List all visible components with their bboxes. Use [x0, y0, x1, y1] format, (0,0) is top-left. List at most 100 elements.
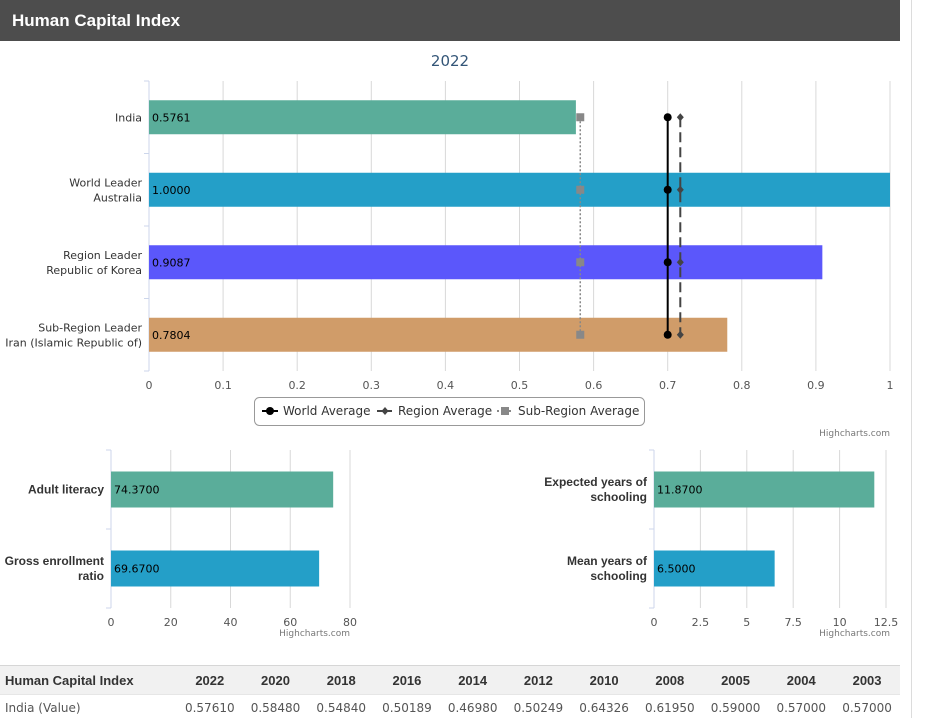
x-tick-label: 0.3: [363, 379, 381, 392]
table-header-year: 2018: [308, 666, 374, 695]
reference-marker: [576, 186, 584, 194]
table-header-year: 2014: [440, 666, 506, 695]
chart-title: 2022: [431, 52, 469, 70]
x-tick-label: 1: [887, 379, 894, 392]
x-tick-label: 0: [108, 616, 115, 629]
reference-marker: [677, 113, 684, 121]
category-label: Australia: [93, 191, 142, 204]
category-label: Republic of Korea: [46, 264, 142, 277]
legend-item[interactable]: Sub-Region Average: [497, 404, 639, 418]
table-header-label: Human Capital Index: [0, 666, 177, 695]
x-tick-label: 0.4: [437, 379, 455, 392]
category-label: schooling: [590, 569, 647, 583]
x-tick-label: 10: [833, 616, 847, 629]
education-left-chart: 0 20 40 60 80 74.3700 Adult literacy 69.6700 Gro…: [0, 445, 360, 645]
category-label: Adult literacy: [28, 483, 104, 497]
category-label: Gross enrollment: [5, 554, 104, 568]
bar-value-label: 11.8700: [657, 484, 703, 497]
x-tick-label: 0.2: [288, 379, 306, 392]
table-cell: 0.61950: [637, 695, 703, 721]
reference-marker: [664, 331, 672, 339]
bar-value-label: 0.7804: [152, 329, 191, 342]
category-label: Mean years of: [567, 554, 648, 568]
bar-value-label: 0.9087: [152, 256, 191, 269]
table-header-year: 2004: [768, 666, 834, 695]
bar-value-label: 69.6700: [114, 563, 160, 576]
reference-marker: [576, 331, 584, 339]
legend-label: Sub-Region Average: [518, 404, 639, 418]
x-tick-label: 20: [164, 616, 178, 629]
chart-legend: World Average Region Average Sub-Region Av…: [255, 398, 645, 426]
category-label: India: [115, 111, 142, 124]
x-tick-label: 80: [343, 616, 357, 629]
page-title: Human Capital Index: [12, 11, 180, 30]
page-header: Human Capital Index: [0, 0, 900, 41]
table-cell: 0.57610: [177, 695, 243, 721]
x-tick-label: 5: [743, 616, 750, 629]
highcharts-credit: Highcharts.com: [279, 629, 350, 639]
table-header-year: 2012: [506, 666, 572, 695]
category-label: World Leader: [69, 176, 142, 189]
table-cell: 0.50189: [374, 695, 440, 721]
table-header-year: 2022: [177, 666, 243, 695]
x-tick-label: 0.5: [511, 379, 529, 392]
table-cell: 0.58480: [243, 695, 309, 721]
table-header-year: 2008: [637, 666, 703, 695]
x-tick-label: 0.8: [733, 379, 751, 392]
table-header-year: 2016: [374, 666, 440, 695]
x-tick-label: 0.6: [585, 379, 603, 392]
bar: [149, 318, 727, 352]
table-row-label: India (Value): [0, 695, 177, 721]
bar: [149, 100, 576, 134]
x-tick-label: 0.1: [214, 379, 232, 392]
legend-label: World Average: [283, 404, 370, 418]
category-label: Sub-Region Leader: [38, 321, 142, 334]
bar-value-label: 1.0000: [152, 184, 191, 197]
table-cell: 0.59000: [703, 695, 769, 721]
bar: [149, 245, 822, 279]
category-label: Iran (Islamic Republic of): [5, 336, 142, 349]
category-label: schooling: [590, 490, 647, 504]
table-header-year: 2005: [703, 666, 769, 695]
legend-label: Region Average: [398, 404, 492, 418]
highcharts-credit: Highcharts.com: [819, 429, 890, 439]
reference-marker: [664, 186, 672, 194]
reference-marker: [576, 258, 584, 266]
x-tick-label: 0.7: [659, 379, 677, 392]
x-tick-label: 0.9: [807, 379, 825, 392]
x-tick-label: 0: [651, 616, 658, 629]
x-tick-label: 0: [146, 379, 153, 392]
table-cell: 0.54840: [308, 695, 374, 721]
x-tick-label: 12.5: [874, 616, 899, 629]
x-tick-label: 60: [283, 616, 297, 629]
legend-symbol-marker: [501, 407, 509, 415]
bar-value-label: 6.5000: [657, 563, 696, 576]
table-cell: 0.50249: [506, 695, 572, 721]
scrollbar-track[interactable]: [911, 0, 912, 718]
category-label: Expected years of: [544, 475, 648, 489]
table-header-year: 2020: [243, 666, 309, 695]
hci-main-chart: 2022 0 0.1 0.2 0.3 0.4 0.5 0.6 0.7 0.8 0.9 1 0.5761 I…: [0, 41, 900, 441]
table-cell: 0.57000: [834, 695, 900, 721]
x-tick-label: 7.5: [784, 616, 802, 629]
bar-value-label: 74.3700: [114, 484, 160, 497]
x-tick-label: 2.5: [692, 616, 710, 629]
table-cell: 0.57000: [768, 695, 834, 721]
table-cell: 0.46980: [440, 695, 506, 721]
highcharts-credit: Highcharts.com: [819, 629, 890, 639]
reference-marker: [576, 113, 584, 121]
legend-symbol-marker: [266, 407, 274, 415]
table-header-year: 2010: [571, 666, 637, 695]
bar: [149, 173, 890, 207]
category-label: ratio: [78, 569, 104, 583]
table-cell: 0.64326: [571, 695, 637, 721]
x-tick-label: 40: [224, 616, 238, 629]
bar-value-label: 0.5761: [152, 111, 191, 124]
reference-marker: [664, 113, 672, 121]
category-label: Region Leader: [63, 249, 142, 262]
reference-marker: [664, 258, 672, 266]
